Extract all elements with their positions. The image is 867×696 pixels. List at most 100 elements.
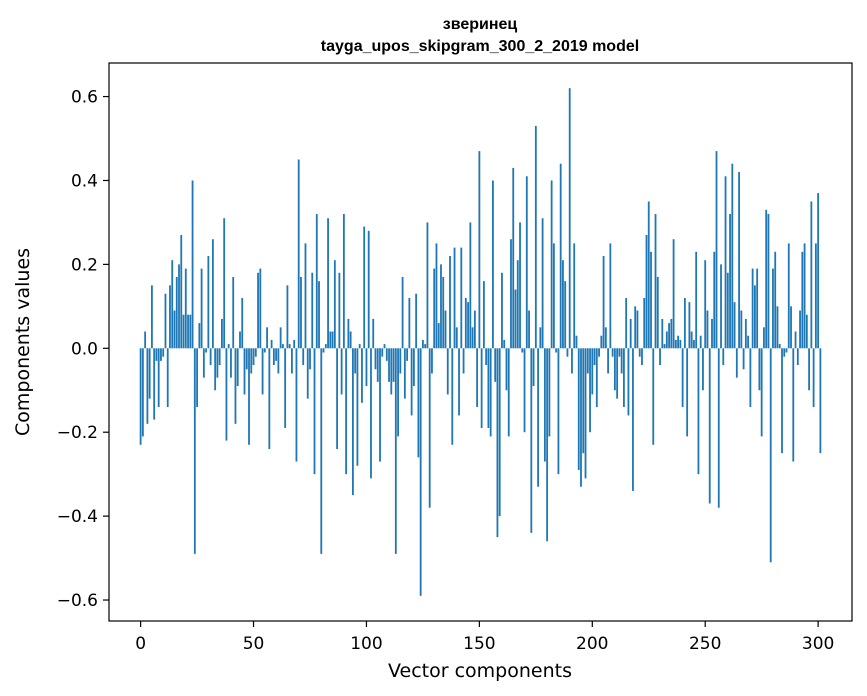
bar bbox=[632, 348, 634, 491]
bar bbox=[311, 272, 314, 349]
bar bbox=[810, 201, 813, 349]
bar bbox=[568, 88, 571, 349]
bar bbox=[415, 293, 418, 349]
bar bbox=[257, 272, 259, 349]
bar bbox=[566, 348, 569, 357]
bar bbox=[202, 348, 205, 378]
bar bbox=[546, 348, 549, 542]
bar bbox=[469, 222, 472, 349]
chart-subtitle: tayga_upos_skipgram_300_2_2019 model bbox=[321, 38, 639, 55]
bar bbox=[763, 327, 765, 349]
bar bbox=[435, 243, 438, 349]
bar bbox=[769, 348, 772, 563]
bar bbox=[629, 318, 632, 349]
bar bbox=[198, 323, 201, 349]
bar bbox=[144, 331, 147, 349]
bar bbox=[747, 335, 750, 349]
bar bbox=[155, 348, 158, 361]
bar bbox=[525, 176, 528, 349]
bar bbox=[180, 235, 183, 349]
bar bbox=[742, 348, 745, 370]
bar bbox=[593, 348, 596, 366]
bar bbox=[665, 331, 668, 349]
bar bbox=[607, 348, 609, 374]
bar bbox=[331, 331, 334, 349]
x-tick-label: 100 bbox=[350, 634, 382, 654]
bar bbox=[690, 331, 693, 349]
bar bbox=[153, 348, 156, 420]
bar bbox=[196, 348, 198, 408]
bar bbox=[656, 276, 659, 349]
bar bbox=[636, 310, 639, 349]
bar bbox=[505, 348, 508, 391]
bar bbox=[799, 310, 801, 349]
bar bbox=[272, 348, 275, 366]
x-tick-label: 250 bbox=[689, 634, 721, 654]
plot-frame bbox=[108, 62, 853, 622]
bar bbox=[548, 348, 551, 437]
bar bbox=[638, 348, 641, 357]
bar bbox=[333, 260, 336, 349]
bar bbox=[650, 251, 652, 349]
bar bbox=[819, 348, 822, 454]
chart-title: зверинец bbox=[443, 16, 518, 33]
bar bbox=[225, 348, 228, 441]
bar bbox=[604, 327, 607, 349]
bar bbox=[645, 235, 648, 349]
bar bbox=[704, 260, 707, 349]
bar bbox=[715, 151, 718, 349]
bar bbox=[652, 348, 655, 445]
bar bbox=[320, 348, 323, 554]
bar bbox=[749, 348, 752, 408]
bar bbox=[487, 348, 490, 428]
bar bbox=[503, 339, 506, 349]
bar bbox=[365, 348, 368, 387]
bar bbox=[722, 348, 725, 366]
bar bbox=[412, 348, 415, 387]
bar bbox=[670, 318, 673, 349]
bar bbox=[510, 239, 512, 349]
bar bbox=[261, 348, 264, 395]
bar bbox=[245, 348, 248, 370]
bar bbox=[451, 348, 454, 445]
bar bbox=[598, 348, 600, 357]
bar bbox=[385, 348, 388, 361]
x-tick-label: 300 bbox=[802, 634, 834, 654]
bar bbox=[327, 218, 329, 349]
bar bbox=[808, 348, 810, 391]
bar bbox=[781, 348, 783, 454]
bar bbox=[182, 314, 185, 349]
bar bbox=[433, 268, 436, 349]
bar bbox=[191, 180, 194, 349]
bar bbox=[623, 348, 625, 408]
bar bbox=[403, 348, 406, 399]
bar bbox=[390, 348, 393, 395]
bar bbox=[498, 348, 501, 517]
bar bbox=[300, 276, 302, 349]
bar bbox=[785, 348, 788, 353]
bar bbox=[437, 323, 440, 349]
bar bbox=[543, 348, 546, 462]
bar bbox=[347, 318, 350, 349]
bar bbox=[207, 255, 210, 349]
x-tick-label: 150 bbox=[463, 634, 495, 654]
bar bbox=[164, 293, 167, 349]
bar bbox=[609, 243, 612, 349]
bar bbox=[683, 297, 686, 349]
bar bbox=[792, 348, 795, 462]
x-axis-label: Vector components bbox=[388, 660, 572, 682]
bar bbox=[281, 344, 284, 349]
bar bbox=[160, 348, 162, 361]
bar bbox=[817, 193, 820, 349]
x-tick-label: 200 bbox=[576, 634, 608, 654]
bar bbox=[787, 243, 790, 349]
bar bbox=[641, 348, 643, 366]
bar bbox=[772, 268, 774, 349]
bar bbox=[679, 339, 682, 349]
y-tick-label: 0.4 bbox=[71, 171, 98, 191]
bar bbox=[243, 348, 246, 395]
bar bbox=[279, 327, 282, 349]
bar bbox=[512, 167, 515, 349]
bar bbox=[489, 348, 492, 437]
